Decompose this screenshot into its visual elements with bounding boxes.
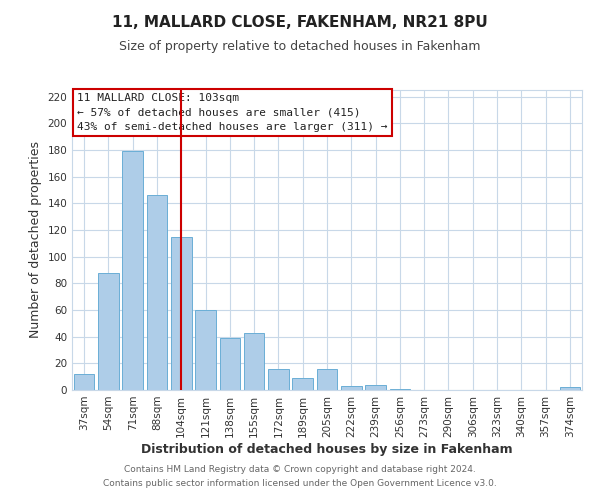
X-axis label: Distribution of detached houses by size in Fakenham: Distribution of detached houses by size … xyxy=(141,442,513,456)
Bar xyxy=(171,236,191,390)
Bar xyxy=(365,384,386,390)
Bar xyxy=(122,152,143,390)
Bar xyxy=(292,378,313,390)
Bar xyxy=(146,196,167,390)
Bar xyxy=(74,374,94,390)
Text: 11 MALLARD CLOSE: 103sqm
← 57% of detached houses are smaller (415)
43% of semi-: 11 MALLARD CLOSE: 103sqm ← 57% of detach… xyxy=(77,93,388,132)
Bar xyxy=(195,310,216,390)
Text: Size of property relative to detached houses in Fakenham: Size of property relative to detached ho… xyxy=(119,40,481,53)
Bar xyxy=(560,388,580,390)
Bar xyxy=(389,388,410,390)
Bar xyxy=(220,338,240,390)
Bar xyxy=(244,332,265,390)
Bar xyxy=(268,368,289,390)
Text: 11, MALLARD CLOSE, FAKENHAM, NR21 8PU: 11, MALLARD CLOSE, FAKENHAM, NR21 8PU xyxy=(112,15,488,30)
Bar xyxy=(317,368,337,390)
Text: Contains HM Land Registry data © Crown copyright and database right 2024.
Contai: Contains HM Land Registry data © Crown c… xyxy=(103,466,497,487)
Y-axis label: Number of detached properties: Number of detached properties xyxy=(29,142,42,338)
Bar xyxy=(98,272,119,390)
Bar xyxy=(341,386,362,390)
